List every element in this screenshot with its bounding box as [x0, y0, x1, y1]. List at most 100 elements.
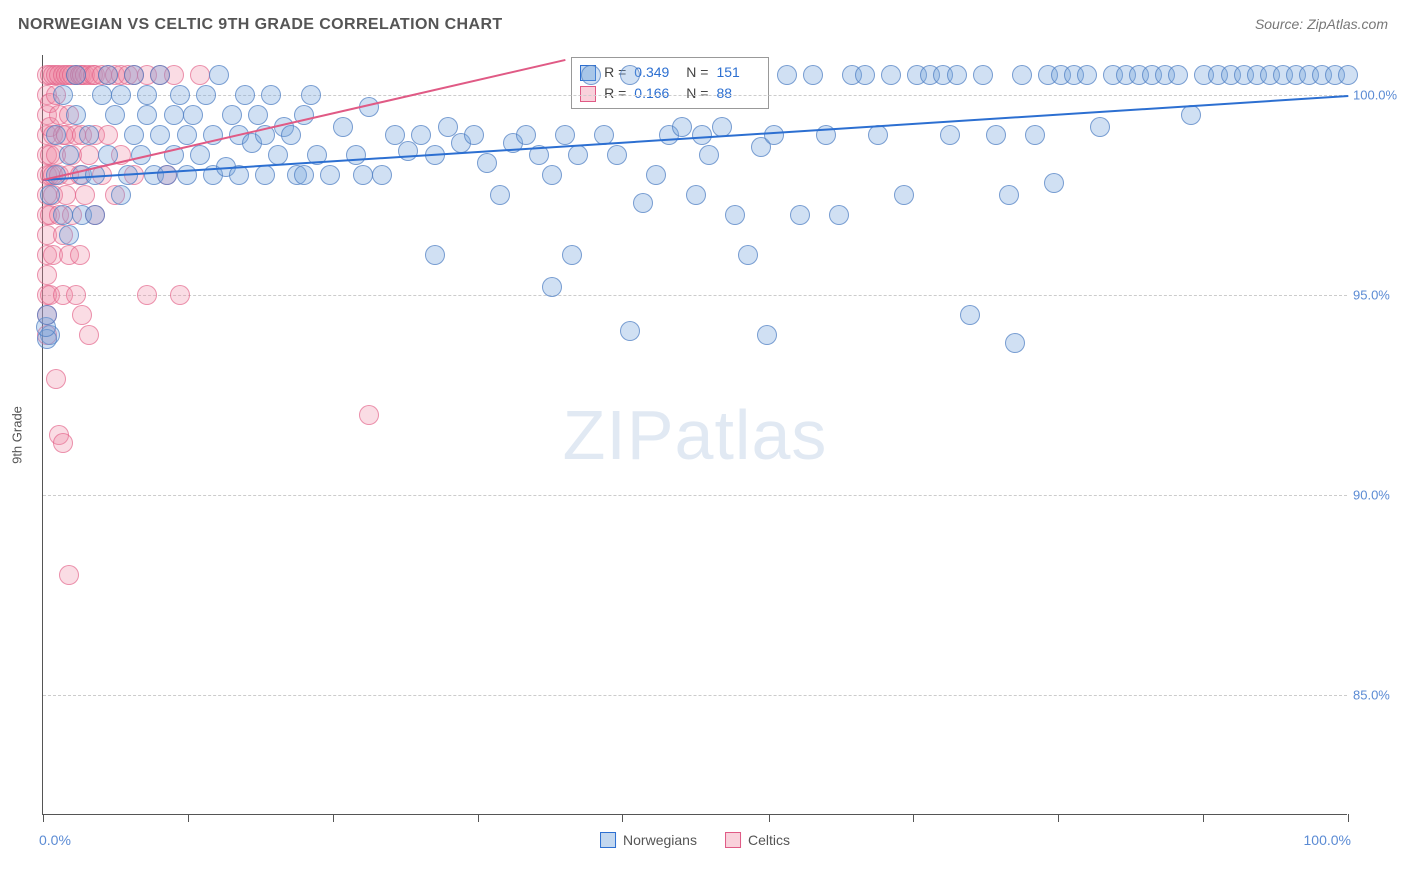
y-tick-label: 100.0% — [1353, 88, 1403, 103]
x-tick — [1203, 814, 1204, 822]
legend-swatch-pink-icon — [725, 832, 741, 848]
data-point — [157, 165, 177, 185]
data-point — [53, 85, 73, 105]
data-point — [581, 65, 601, 85]
data-point — [294, 165, 314, 185]
data-point — [1012, 65, 1032, 85]
data-point — [137, 285, 157, 305]
legend-label-blue: Norwegians — [623, 832, 697, 848]
x-tick — [188, 814, 189, 822]
gridline — [43, 495, 1347, 496]
x-tick — [43, 814, 44, 822]
data-point — [98, 65, 118, 85]
data-point — [881, 65, 901, 85]
data-point — [1077, 65, 1097, 85]
data-point — [150, 65, 170, 85]
data-point — [79, 145, 99, 165]
data-point — [1005, 333, 1025, 353]
data-point — [960, 305, 980, 325]
data-point — [757, 325, 777, 345]
data-point — [320, 165, 340, 185]
data-point — [170, 285, 190, 305]
data-point — [692, 125, 712, 145]
data-point — [177, 125, 197, 145]
data-point — [562, 245, 582, 265]
data-point — [333, 117, 353, 137]
data-point — [72, 305, 92, 325]
stats-n-blue: 151 — [716, 62, 760, 83]
data-point — [59, 225, 79, 245]
data-point — [646, 165, 666, 185]
stats-r-label2: R = — [604, 83, 626, 104]
data-point — [111, 85, 131, 105]
data-point — [261, 85, 281, 105]
source-credit: Source: ZipAtlas.com — [1255, 16, 1388, 32]
x-tick — [333, 814, 334, 822]
data-point — [124, 65, 144, 85]
data-point — [235, 85, 255, 105]
stats-n-label: N = — [686, 62, 708, 83]
gridline — [43, 695, 1347, 696]
stats-row-blue: R = 0.349 N = 151 — [580, 62, 760, 83]
x-tick — [913, 814, 914, 822]
data-point — [790, 205, 810, 225]
data-point — [1025, 125, 1045, 145]
data-point — [1338, 65, 1358, 85]
data-point — [105, 105, 125, 125]
data-point — [555, 125, 575, 145]
data-point — [894, 185, 914, 205]
data-point — [699, 145, 719, 165]
data-point — [268, 145, 288, 165]
data-point — [248, 105, 268, 125]
y-tick-label: 95.0% — [1353, 288, 1403, 303]
data-point — [111, 185, 131, 205]
data-point — [999, 185, 1019, 205]
stats-r-blue: 0.349 — [634, 62, 678, 83]
data-point — [725, 205, 745, 225]
data-point — [353, 165, 373, 185]
data-point — [40, 185, 60, 205]
data-point — [150, 125, 170, 145]
x-tick — [1058, 814, 1059, 822]
data-point — [542, 165, 562, 185]
data-point — [986, 125, 1006, 145]
data-point — [346, 145, 366, 165]
data-point — [764, 125, 784, 145]
data-point — [411, 125, 431, 145]
x-tick — [622, 814, 623, 822]
data-point — [164, 105, 184, 125]
data-point — [281, 125, 301, 145]
data-point — [79, 325, 99, 345]
data-point — [37, 265, 57, 285]
data-point — [372, 165, 392, 185]
stats-box: R = 0.349 N = 151 R = 0.166 N = 88 — [571, 57, 769, 109]
y-tick-label: 85.0% — [1353, 688, 1403, 703]
watermark: ZIPatlas — [563, 395, 828, 475]
data-point — [829, 205, 849, 225]
data-point — [209, 65, 229, 85]
data-point — [183, 105, 203, 125]
legend: Norwegians Celtics — [600, 832, 790, 848]
gridline — [43, 295, 1347, 296]
stats-r-pink: 0.166 — [634, 83, 678, 104]
chart-title: NORWEGIAN VS CELTIC 9TH GRADE CORRELATIO… — [18, 16, 503, 34]
data-point — [1044, 173, 1064, 193]
data-point — [359, 405, 379, 425]
y-axis-title: 9th Grade — [10, 406, 25, 464]
data-point — [75, 185, 95, 205]
data-point — [137, 85, 157, 105]
data-point — [516, 125, 536, 145]
data-point — [79, 125, 99, 145]
data-point — [973, 65, 993, 85]
data-point — [66, 285, 86, 305]
data-point — [59, 145, 79, 165]
stats-n-label2: N = — [686, 83, 708, 104]
data-point — [607, 145, 627, 165]
data-point — [738, 245, 758, 265]
watermark-bold: ZIP — [563, 396, 675, 474]
x-tick — [1348, 814, 1349, 822]
data-point — [222, 105, 242, 125]
data-point — [855, 65, 875, 85]
data-point — [686, 185, 706, 205]
data-point — [46, 125, 66, 145]
